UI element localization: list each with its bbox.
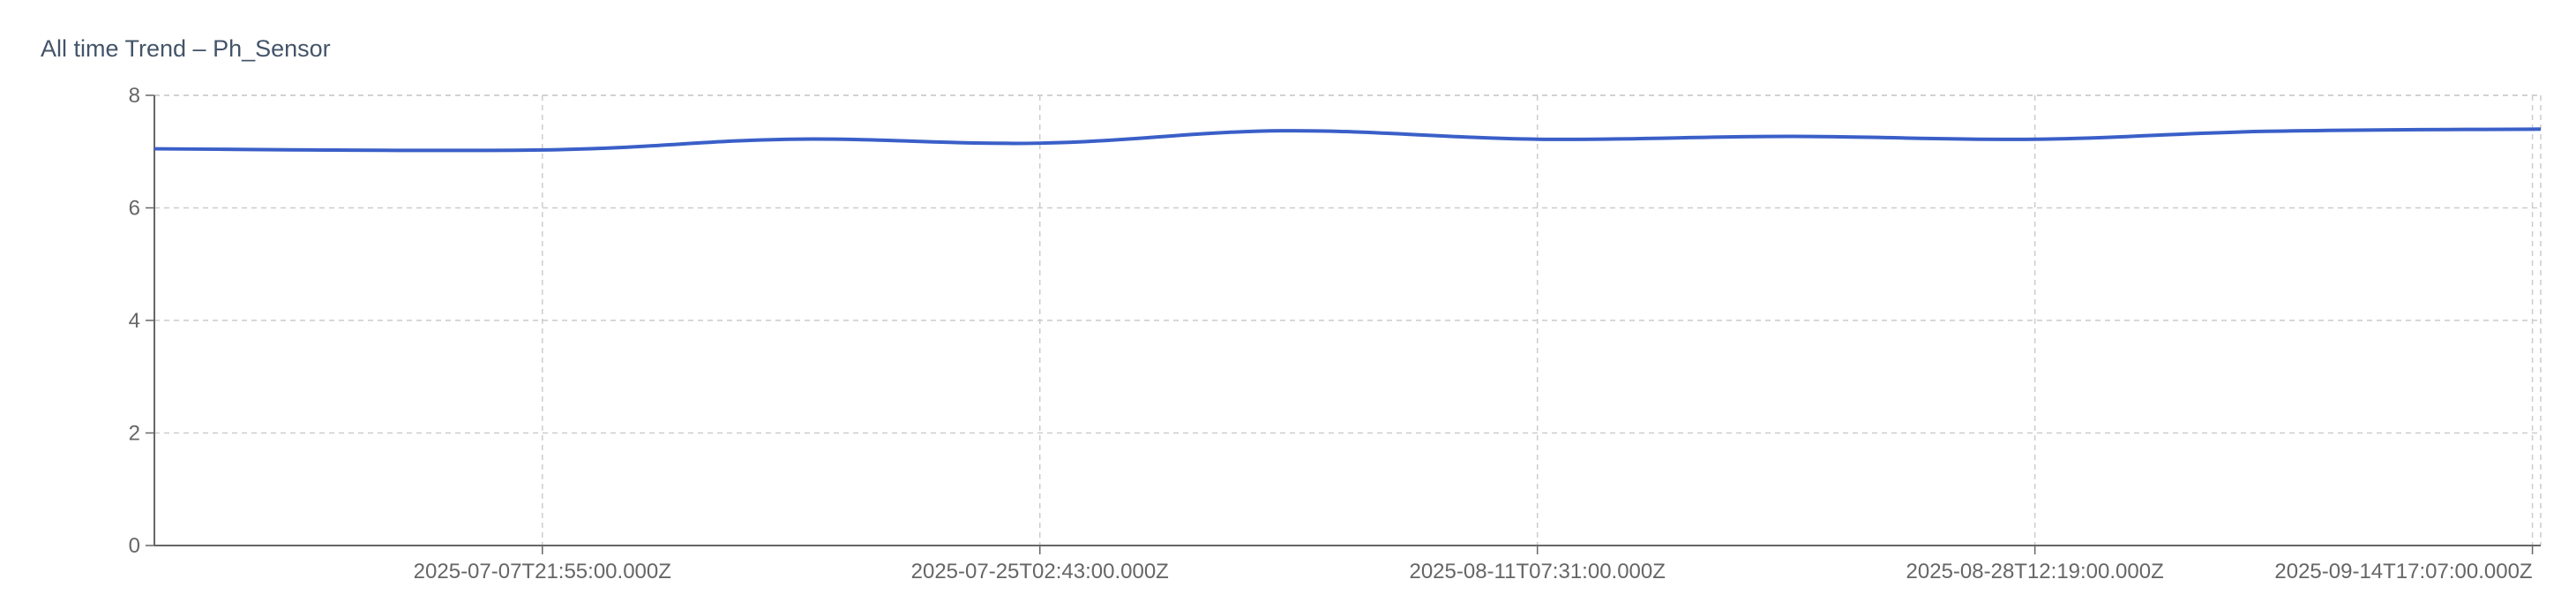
chart-title: All time Trend – Ph_Sensor xyxy=(41,35,331,62)
x-tick-label: 2025-09-14T17:07:00.000Z xyxy=(2274,560,2532,583)
x-tick-label: 2025-08-28T12:19:00.000Z xyxy=(1906,560,2164,583)
series-line xyxy=(154,127,2542,153)
x-tick-label: 2025-07-25T02:43:00.000Z xyxy=(911,560,1169,583)
y-tick-label: 4 xyxy=(129,309,140,333)
y-tick-label: 8 xyxy=(129,84,140,108)
x-tick-label: 2025-07-07T21:55:00.000Z xyxy=(414,560,671,583)
y-tick-label: 2 xyxy=(129,422,140,446)
y-tick-label: 0 xyxy=(129,534,140,558)
x-tick-label: 2025-08-11T07:31:00.000Z xyxy=(1409,560,1665,583)
y-tick-label: 6 xyxy=(129,197,140,221)
